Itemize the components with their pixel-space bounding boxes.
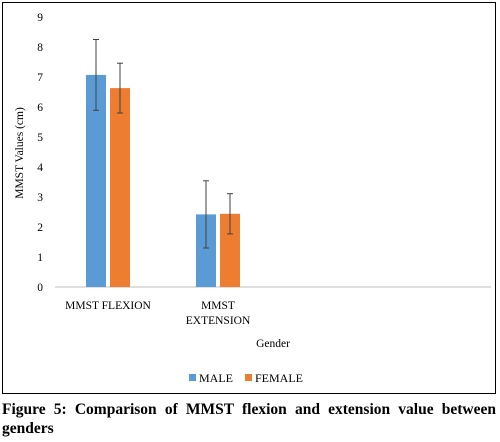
y-tick-label: 6 (37, 102, 43, 114)
legend-swatch-male (189, 374, 196, 381)
bar-male-0 (86, 74, 106, 288)
y-axis-title: MMST Values (cm) (14, 107, 26, 199)
error-bars-group (93, 39, 233, 249)
y-tick-label: 3 (37, 192, 43, 204)
x-tick-labels: MMST FLEXION MMST EXTENSION (65, 300, 251, 327)
y-tick-label: 5 (37, 132, 43, 144)
y-tick-label: 9 (37, 12, 43, 24)
bar-chart: 0 1 2 3 4 5 6 7 8 9 MMST FLEXION MMST EXTENSION MMS… (14, 12, 491, 385)
y-tick-label: 4 (37, 162, 43, 174)
y-tick-label: 2 (37, 222, 43, 234)
bar-female-1 (220, 213, 240, 287)
x-tick-label: MMST (201, 300, 235, 312)
y-tick-label: 1 (37, 252, 43, 264)
x-tick-label: MMST FLEXION (65, 300, 151, 312)
bars-group (86, 74, 240, 288)
legend-swatch-female (245, 374, 252, 381)
chart-frame: 0 1 2 3 4 5 6 7 8 9 MMST FLEXION MMST EXTENSION MMS… (2, 2, 496, 394)
y-tick-labels: 0 1 2 3 4 5 6 7 8 9 (37, 12, 43, 294)
figure-caption: Figure 5: Comparison of MMST flexion and… (2, 401, 496, 437)
legend-label-male: MALE (199, 371, 233, 385)
y-tick-label: 0 (37, 282, 43, 294)
x-tick-label: EXTENSION (186, 315, 251, 327)
bar-female-0 (110, 88, 130, 287)
legend: MALE FEMALE (189, 371, 303, 385)
legend-label-female: FEMALE (255, 371, 303, 385)
bar-male-1 (196, 214, 216, 287)
x-axis-title: Gender (256, 338, 290, 350)
error-bar (203, 180, 209, 249)
y-tick-label: 7 (37, 72, 43, 84)
error-bar (227, 193, 233, 235)
error-bar (117, 62, 123, 114)
y-tick-label: 8 (37, 42, 43, 54)
error-bar (93, 39, 99, 111)
